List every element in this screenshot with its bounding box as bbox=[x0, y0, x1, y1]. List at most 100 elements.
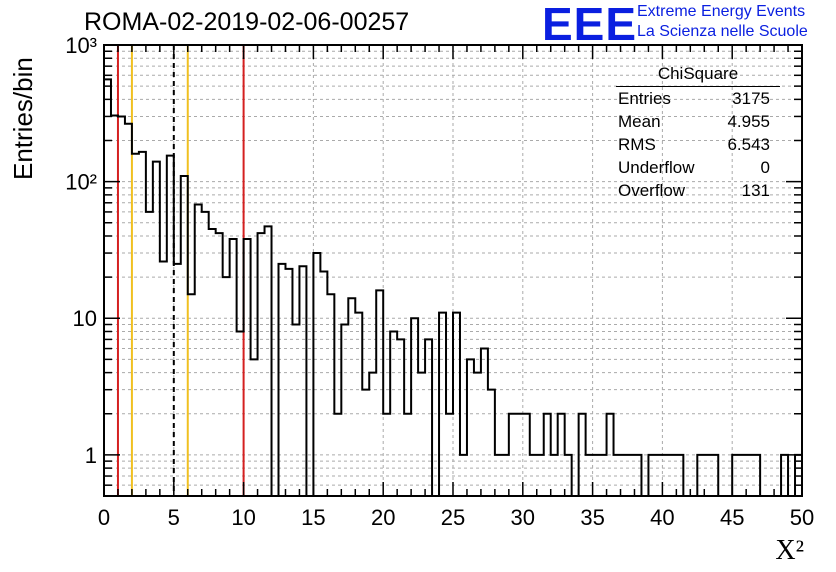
histogram-bin bbox=[376, 290, 383, 496]
histogram-bin bbox=[292, 324, 299, 496]
stats-label: RMS bbox=[618, 135, 656, 154]
histogram-bin bbox=[586, 455, 593, 496]
histogram-bin bbox=[669, 455, 676, 496]
histogram-bin bbox=[209, 229, 216, 496]
histogram-bin bbox=[411, 318, 418, 496]
histogram-bin bbox=[299, 266, 306, 496]
histogram-bin bbox=[523, 414, 530, 496]
histogram-bin bbox=[704, 455, 711, 496]
histogram-bin bbox=[593, 455, 600, 496]
histogram-bin bbox=[453, 313, 460, 496]
x-axis-label-text: X² bbox=[775, 535, 804, 566]
histogram-bin bbox=[607, 414, 614, 496]
histogram-bin bbox=[383, 414, 390, 496]
histogram-step-line bbox=[103, 78, 803, 497]
y-tick-label: 10 bbox=[73, 306, 97, 331]
histogram-bin bbox=[753, 455, 760, 496]
histogram-bin bbox=[551, 455, 558, 496]
histogram-bin bbox=[188, 294, 195, 496]
histogram-bin bbox=[132, 154, 139, 496]
stats-box: ChiSquare Entries 3175 Mean 4.955 RMS 6.… bbox=[612, 64, 780, 202]
histogram-bin bbox=[118, 116, 125, 496]
histogram-bin bbox=[467, 359, 474, 496]
histogram-bin bbox=[502, 455, 509, 496]
x-tick-label: 25 bbox=[441, 505, 465, 530]
histogram-bin bbox=[418, 373, 425, 496]
histogram-bin bbox=[648, 455, 655, 496]
histogram-bin bbox=[244, 239, 251, 496]
histogram-bin bbox=[404, 414, 411, 496]
histogram-bin bbox=[579, 414, 586, 496]
histogram-bin bbox=[195, 205, 202, 496]
histogram-bin bbox=[251, 359, 258, 496]
y-tick-label: 10³ bbox=[65, 33, 97, 58]
histogram-bin bbox=[600, 455, 607, 496]
histogram-bin bbox=[488, 390, 495, 496]
x-tick-label: 30 bbox=[511, 505, 535, 530]
histogram-bin bbox=[460, 455, 467, 496]
histogram-bin bbox=[634, 455, 641, 496]
histogram-bin bbox=[348, 298, 355, 496]
y-tick-label: 1 bbox=[85, 443, 97, 468]
histogram-bin bbox=[202, 212, 209, 496]
histogram-bin bbox=[313, 253, 320, 496]
stats-value: 6.543 bbox=[727, 135, 770, 154]
histogram-bin bbox=[662, 455, 669, 496]
histogram-bin bbox=[174, 264, 181, 496]
histogram-bin bbox=[265, 226, 272, 496]
x-tick-label: 45 bbox=[720, 505, 744, 530]
stats-row-overflow: Overflow 131 bbox=[612, 179, 780, 202]
x-tick-label: 40 bbox=[650, 505, 674, 530]
histogram-series bbox=[103, 78, 803, 497]
histogram-bin bbox=[739, 455, 746, 496]
histogram-bin bbox=[509, 414, 516, 496]
histogram-bin bbox=[746, 455, 753, 496]
x-tick-label: 35 bbox=[580, 505, 604, 530]
logo-line-1: Extreme Energy Events bbox=[637, 3, 806, 20]
axes bbox=[103, 44, 803, 497]
stats-title: ChiSquare bbox=[616, 64, 780, 87]
histogram-bin bbox=[334, 414, 341, 496]
y-axis-label: Entries/bin bbox=[8, 57, 38, 180]
stats-row-mean: Mean 4.955 bbox=[612, 110, 780, 133]
histogram-bin bbox=[285, 269, 292, 496]
histogram-bin bbox=[516, 414, 523, 496]
histogram-bin bbox=[146, 212, 153, 496]
x-tick-label: 10 bbox=[231, 505, 255, 530]
x-tick-label: 50 bbox=[790, 505, 814, 530]
tick-labels: 0 5 10 15 20 25 30 35 40 45 50 1 10 10² 10³ bbox=[65, 33, 814, 530]
histogram-bin bbox=[355, 313, 362, 496]
histogram-bin bbox=[530, 455, 537, 496]
stats-label: Underflow bbox=[618, 158, 695, 177]
histogram-bin bbox=[697, 455, 704, 496]
histogram-bin bbox=[425, 339, 432, 496]
run-title: ROMA-02-2019-02-06-00257 bbox=[84, 8, 410, 36]
histogram-bin bbox=[628, 455, 635, 496]
histogram-bin bbox=[781, 455, 788, 496]
stats-value: 0 bbox=[760, 158, 770, 177]
histogram-bin bbox=[614, 455, 621, 496]
histogram-bin bbox=[279, 264, 286, 496]
histogram-bin bbox=[341, 324, 348, 496]
histogram-bin bbox=[139, 152, 146, 496]
x-axis-label: X² bbox=[775, 535, 804, 567]
histogram-bin bbox=[223, 277, 230, 496]
stats-value: 131 bbox=[741, 181, 770, 200]
histogram-bin bbox=[676, 455, 683, 496]
histogram-bin bbox=[320, 271, 327, 496]
histogram-bin bbox=[544, 414, 551, 496]
histogram-bin bbox=[732, 455, 739, 496]
histogram-bin bbox=[439, 313, 446, 496]
histogram-bin bbox=[558, 414, 565, 496]
stats-label: Overflow bbox=[618, 181, 686, 200]
histogram-bin bbox=[537, 455, 544, 496]
x-tick-label: 15 bbox=[301, 505, 325, 530]
stats-label: Mean bbox=[618, 112, 661, 131]
histogram-bin bbox=[167, 156, 174, 496]
histogram-bin bbox=[474, 373, 481, 496]
histogram-bin bbox=[362, 390, 369, 496]
x-tick-label: 0 bbox=[98, 505, 110, 530]
histogram-bin bbox=[181, 176, 188, 496]
histogram-bin bbox=[495, 455, 502, 496]
